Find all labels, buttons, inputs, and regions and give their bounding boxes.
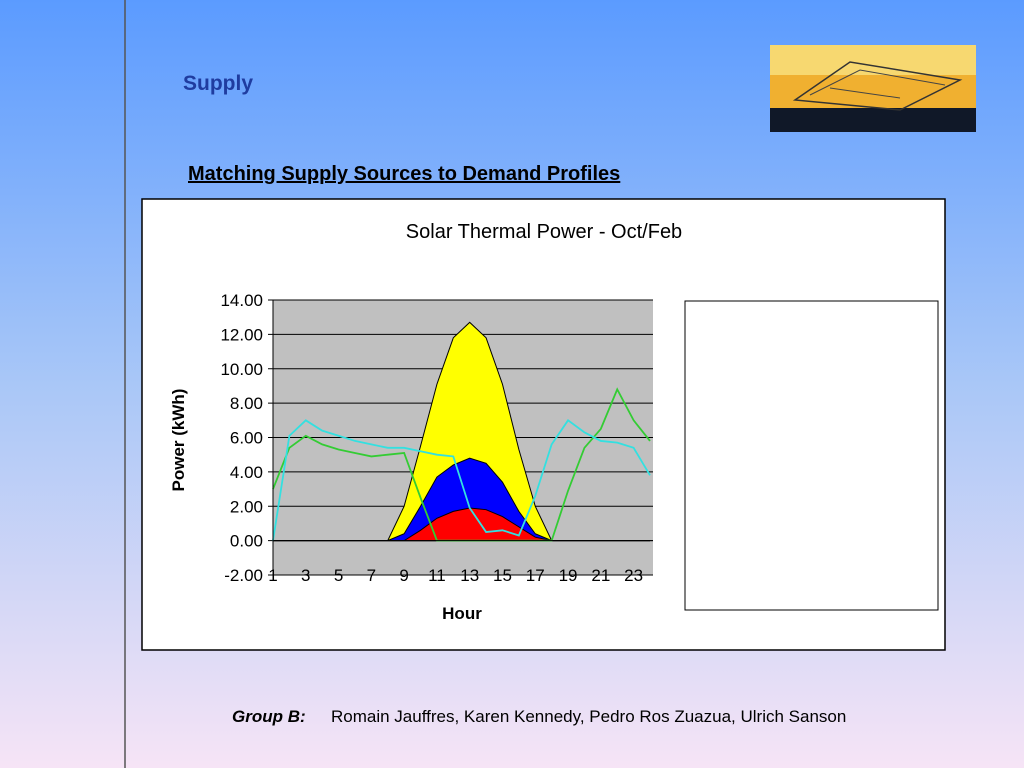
y-tick-label: 10.00 xyxy=(220,360,263,379)
y-tick-label: 14.00 xyxy=(220,291,263,310)
x-tick-label: 19 xyxy=(559,566,578,585)
legend xyxy=(684,300,939,611)
x-tick-label: 15 xyxy=(493,566,512,585)
y-tick-label: 6.00 xyxy=(230,429,263,448)
x-tick-label: 9 xyxy=(399,566,408,585)
y-tick-label: -2.00 xyxy=(224,566,263,585)
logo xyxy=(770,45,976,132)
x-tick-label: 7 xyxy=(367,566,376,585)
x-tick-label: 3 xyxy=(301,566,310,585)
y-tick-label: 4.00 xyxy=(230,463,263,482)
x-tick-label: 5 xyxy=(334,566,343,585)
x-tick-label: 13 xyxy=(460,566,479,585)
subtitle: Matching Supply Sources to Demand Profil… xyxy=(188,163,620,185)
x-tick-label: 1 xyxy=(268,566,277,585)
footer-label: Group B: xyxy=(232,707,306,726)
line xyxy=(272,419,651,541)
x-tick-label: 23 xyxy=(624,566,643,585)
y-tick-label: 2.00 xyxy=(230,497,263,516)
x-axis-title: Hour xyxy=(442,604,482,623)
chart-title: Solar Thermal Power - Oct/Feb xyxy=(406,221,682,243)
y-tick-label: 8.00 xyxy=(230,394,263,413)
heading: Supply xyxy=(183,72,253,95)
footer-text: Romain Jauffres, Karen Kennedy, Pedro Ro… xyxy=(331,707,846,726)
x-tick-label: 11 xyxy=(428,566,446,585)
y-axis-title: Power (kWh) xyxy=(169,389,188,492)
y-tick-label: 0.00 xyxy=(230,532,263,551)
x-tick-label: 21 xyxy=(591,566,610,585)
x-tick-label: 17 xyxy=(526,566,545,585)
y-tick-label: 12.00 xyxy=(220,325,263,344)
